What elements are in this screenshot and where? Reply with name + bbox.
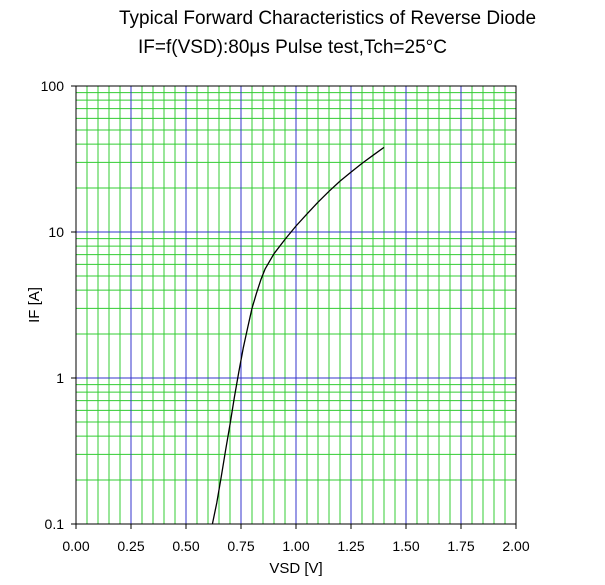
grid-lines: [76, 86, 516, 524]
x-axis-label: VSD [V]: [269, 560, 322, 577]
y-tick-label: 1: [56, 370, 64, 386]
x-tick-label: 1.50: [392, 538, 419, 554]
y-tick-label: 10: [48, 224, 64, 240]
series-layer: [211, 146, 385, 525]
y-tick-label: 100: [41, 78, 65, 94]
x-tick-label: 1.75: [447, 538, 474, 554]
series-line: [211, 146, 385, 525]
axes: 0.00 0.25 0.50 0.75 1.00 1.25 1.50 1.75 2.00 0.1 1…: [41, 78, 530, 554]
x-tick-label: 0.50: [172, 538, 199, 554]
x-tick-label: 0.25: [117, 538, 144, 554]
x-tick-label: 0.00: [62, 538, 89, 554]
chart-subtitle: IF=f(VSD):80μs Pulse test,Tch=25°C: [138, 37, 447, 58]
x-tick-label: 2.00: [502, 538, 529, 554]
y-axis-label: IF [A]: [26, 287, 43, 323]
x-tick-label: 1.25: [337, 538, 364, 554]
x-tick-label: 0.75: [227, 538, 254, 554]
y-tick-label: 0.1: [45, 516, 65, 532]
chart-title: Typical Forward Characteristics of Rever…: [118, 8, 537, 29]
x-tick-label: 1.00: [282, 538, 309, 554]
